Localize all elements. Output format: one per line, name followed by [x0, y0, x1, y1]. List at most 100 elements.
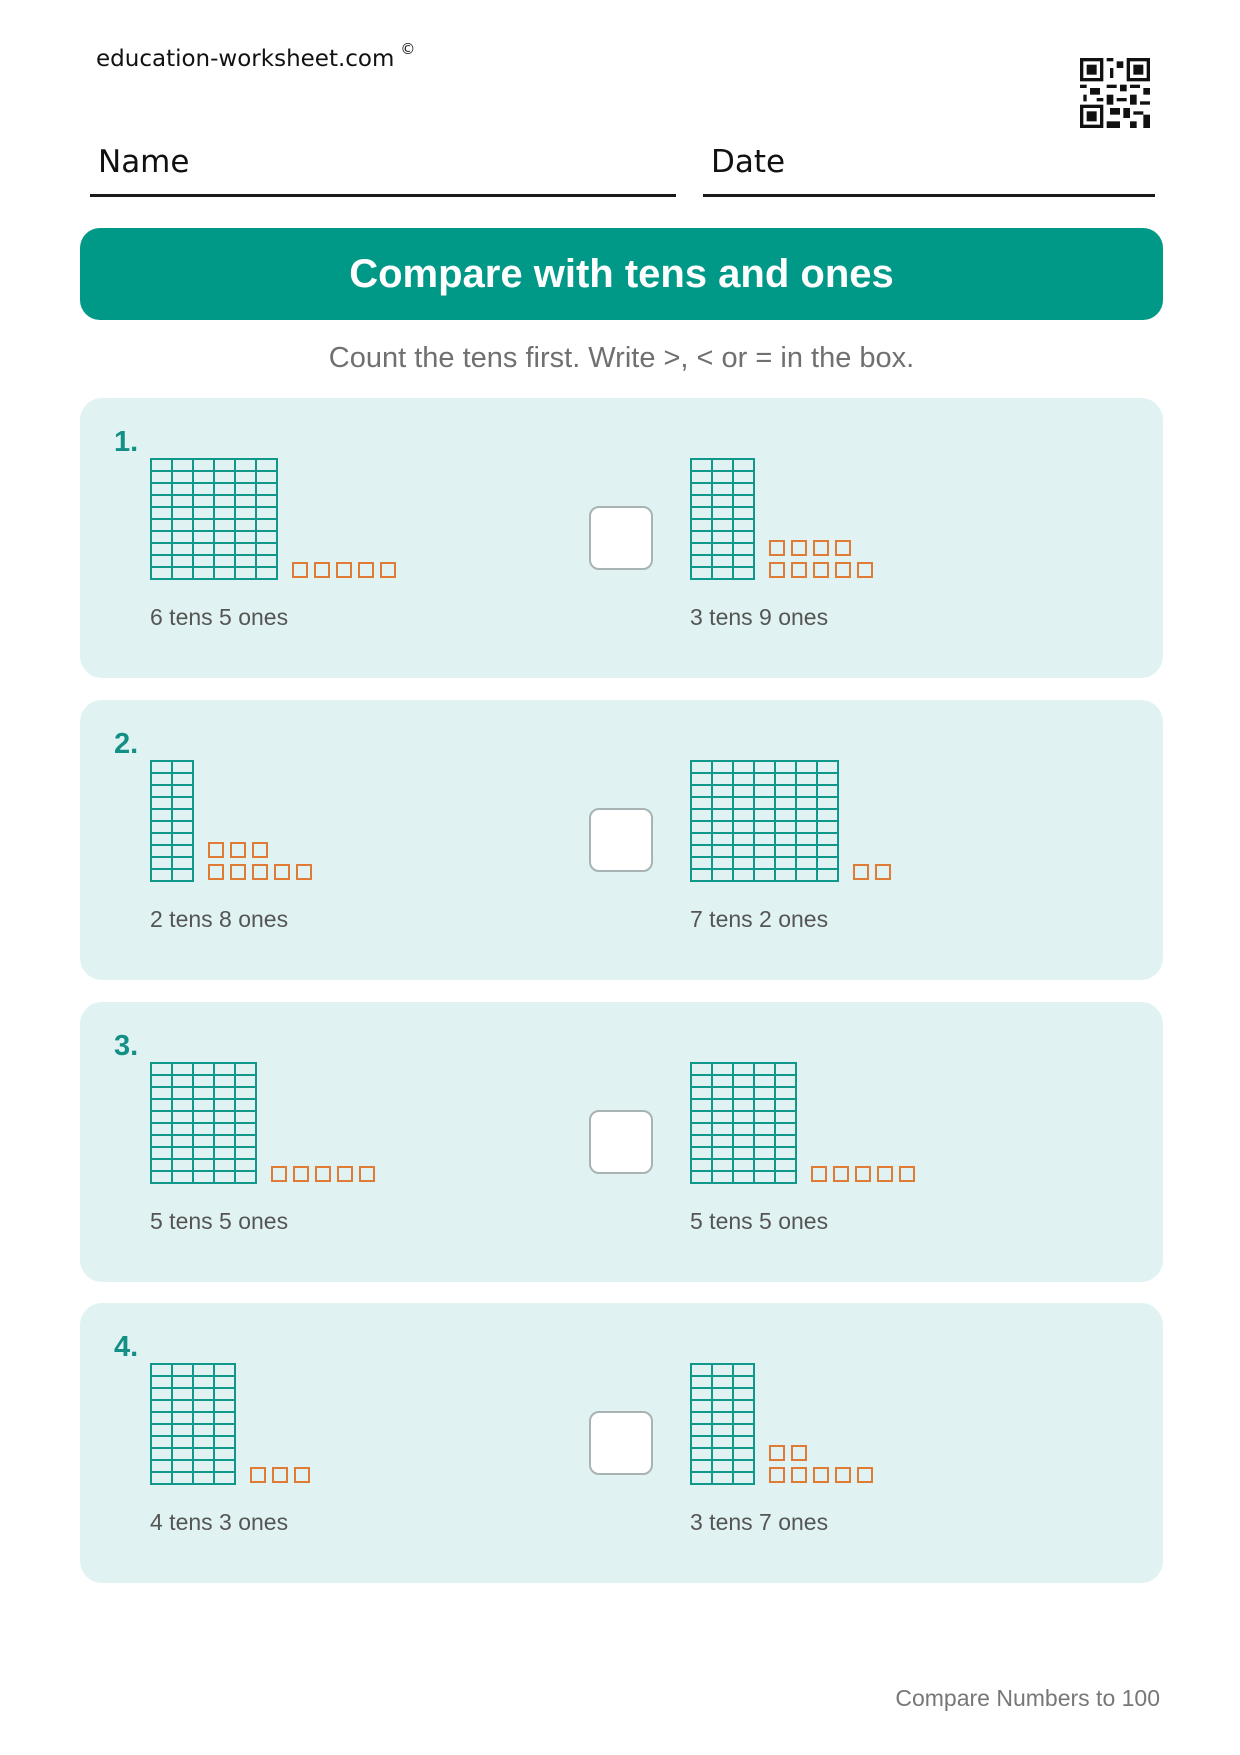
- problem-number: 3.: [114, 1030, 139, 1062]
- ten-rod: [255, 458, 278, 580]
- ones-cubes: [811, 1166, 915, 1184]
- base-ten-blocks: [150, 760, 312, 882]
- problem-number: 2.: [114, 728, 139, 760]
- one-cube: [791, 1467, 807, 1483]
- ten-rod: [753, 760, 774, 882]
- one-cube: [813, 562, 829, 578]
- ten-rod: [690, 1062, 711, 1184]
- base-ten-blocks: [690, 1363, 873, 1485]
- one-cube: [252, 842, 268, 858]
- tens-rods: [150, 1363, 236, 1485]
- one-cube: [337, 1166, 353, 1182]
- ten-rod: [171, 1062, 192, 1184]
- ten-rod: [774, 1062, 797, 1184]
- one-cube: [315, 1166, 331, 1182]
- one-cube: [835, 562, 851, 578]
- problem-panel: 4. 4 tens 3 ones 3 tens 7 ones: [80, 1303, 1163, 1583]
- ten-rod: [234, 458, 255, 580]
- one-cube: [272, 1467, 288, 1483]
- ones-cubes: [271, 1166, 375, 1184]
- one-cube: [336, 562, 352, 578]
- ten-rod: [150, 1363, 171, 1485]
- one-cube: [853, 864, 869, 880]
- right-number-model: 3 tens 7 ones: [690, 1363, 1020, 1535]
- ones-cubes: [250, 1467, 310, 1485]
- one-cube: [875, 864, 891, 880]
- base-ten-blocks: [690, 1062, 915, 1184]
- tens-rods: [150, 760, 194, 882]
- right-label: 3 tens 9 ones: [690, 604, 829, 630]
- ten-rod: [816, 760, 839, 882]
- ten-rod: [732, 760, 753, 882]
- tens-rods: [690, 760, 839, 882]
- name-field[interactable]: Name: [90, 140, 676, 197]
- ten-rod: [795, 760, 816, 882]
- ten-rod: [732, 458, 755, 580]
- ten-rod: [171, 1363, 192, 1485]
- right-number-model: 5 tens 5 ones: [690, 1062, 1020, 1234]
- ten-rod: [150, 1062, 171, 1184]
- one-cube: [855, 1166, 871, 1182]
- one-cube: [813, 540, 829, 556]
- answer-box[interactable]: [589, 1411, 653, 1475]
- right-label: 5 tens 5 ones: [690, 1208, 829, 1234]
- one-cube: [208, 842, 224, 858]
- ten-rod: [213, 1062, 234, 1184]
- left-number-model: 6 tens 5 ones: [150, 458, 480, 630]
- one-cube: [274, 864, 290, 880]
- problem-panel: 3. 5 tens 5 ones 5 tens 5 ones: [80, 1002, 1163, 1282]
- answer-box[interactable]: [589, 506, 653, 570]
- date-label: Date: [711, 144, 786, 180]
- one-cube: [230, 864, 246, 880]
- one-cube: [769, 540, 785, 556]
- ones-cubes: [292, 562, 396, 580]
- worksheet-title: Compare with tens and ones: [80, 228, 1163, 320]
- base-ten-blocks: [150, 1062, 375, 1184]
- right-number-model: 3 tens 9 ones: [690, 458, 1020, 630]
- ten-rod: [192, 458, 213, 580]
- ten-rod: [150, 458, 171, 580]
- one-cube: [358, 562, 374, 578]
- left-label: 4 tens 3 ones: [150, 1509, 289, 1535]
- one-cube: [294, 1467, 310, 1483]
- ten-rod: [171, 760, 194, 882]
- one-cube: [769, 562, 785, 578]
- ten-rod: [690, 760, 711, 882]
- ones-cubes: [769, 1445, 873, 1485]
- one-cube: [252, 864, 268, 880]
- one-cube: [271, 1166, 287, 1182]
- problem-panel: 2. 2 tens 8 ones 7 tens 2 ones: [80, 700, 1163, 980]
- left-number-model: 4 tens 3 ones: [150, 1363, 480, 1535]
- one-cube: [791, 540, 807, 556]
- ten-rod: [150, 760, 171, 882]
- site-name: education-worksheet.com ©: [96, 40, 415, 72]
- problem-panel: 1. 6 tens 5 ones 3 tens 9 ones: [80, 398, 1163, 678]
- tens-rods: [690, 1363, 755, 1485]
- ten-rod: [732, 1363, 755, 1485]
- answer-box[interactable]: [589, 808, 653, 872]
- date-field[interactable]: Date: [703, 140, 1155, 197]
- copyright-mark: ©: [400, 40, 416, 58]
- base-ten-blocks: [690, 760, 891, 882]
- instruction-text: Count the tens first. Write >, < or = in…: [328, 342, 915, 374]
- right-label: 3 tens 7 ones: [690, 1509, 829, 1535]
- site-text: education-worksheet.com: [96, 46, 395, 72]
- base-ten-blocks: [690, 458, 873, 580]
- base-ten-blocks: [150, 458, 396, 580]
- right-number-model: 7 tens 2 ones: [690, 760, 1020, 932]
- one-cube: [835, 540, 851, 556]
- tens-rods: [150, 1062, 257, 1184]
- ten-rod: [192, 1062, 213, 1184]
- one-cube: [857, 562, 873, 578]
- ten-rod: [732, 1062, 753, 1184]
- one-cube: [813, 1467, 829, 1483]
- tens-rods: [150, 458, 278, 580]
- answer-box[interactable]: [589, 1110, 653, 1174]
- ten-rod: [711, 1062, 732, 1184]
- left-label: 6 tens 5 ones: [150, 604, 289, 630]
- ten-rod: [711, 458, 732, 580]
- ten-rod: [234, 1062, 257, 1184]
- one-cube: [359, 1166, 375, 1182]
- one-cube: [769, 1445, 785, 1461]
- ten-rod: [774, 760, 795, 882]
